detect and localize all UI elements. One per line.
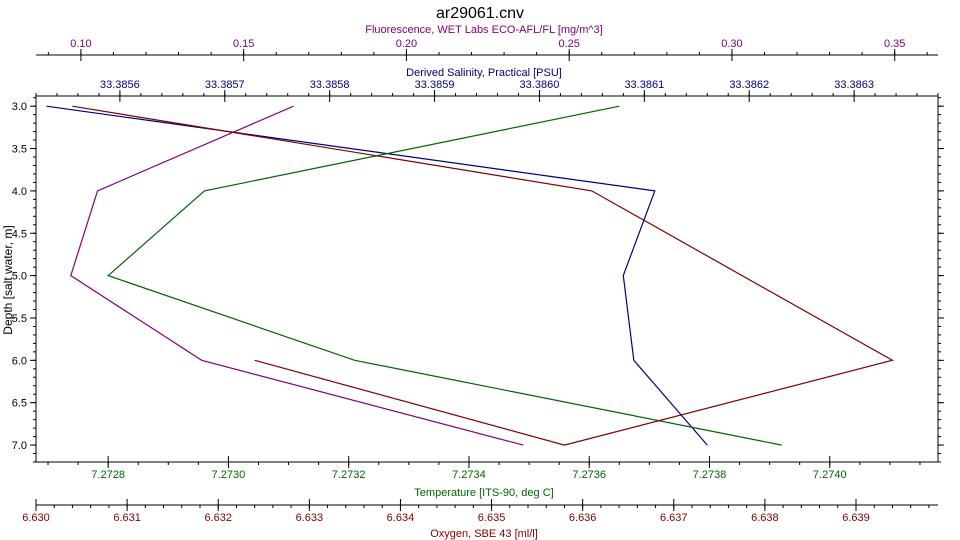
oxy-tick-label: 6.638 xyxy=(751,512,779,524)
fluor-tick-label: 0.15 xyxy=(233,38,254,50)
oxy-tick-label: 6.632 xyxy=(204,512,232,524)
fluor-tick-label: 0.20 xyxy=(396,38,417,50)
sal-tick-label: 33.3858 xyxy=(310,79,350,91)
oxy-tick-label: 6.634 xyxy=(387,512,415,524)
temp-tick-label: 7.2740 xyxy=(813,469,847,481)
sal-profile-line xyxy=(46,105,708,446)
oxy-tick-label: 6.639 xyxy=(842,512,870,524)
chart-title: ar29061.cnv xyxy=(436,5,524,22)
plot-area-frame xyxy=(35,95,939,463)
axes-layer: 0.10 0.15 0.20 0.25 0.30 0.35 33.3856 33.3857 33… xyxy=(12,38,944,524)
depth-tick-label: 3.5 xyxy=(12,144,27,156)
depth-tick-label: 5.5 xyxy=(12,313,27,325)
depth-axis-label: Depth [salt water, m] xyxy=(1,225,15,334)
fluorescence-axis-label: Fluorescence, WET Labs ECO-AFL/FL [mg/m^… xyxy=(365,24,602,36)
fluor-tick-label: 0.10 xyxy=(70,38,91,50)
depth-tick-label: 4.5 xyxy=(12,228,27,240)
fluor-tick-label: 0.25 xyxy=(558,38,579,50)
oxy-tick-label: 6.637 xyxy=(660,512,688,524)
temp-tick-label: 7.2728 xyxy=(91,469,125,481)
oxy-tick-label: 6.631 xyxy=(113,512,141,524)
temp-tick-label: 7.2736 xyxy=(572,469,606,481)
oxygen-axis-label: Oxygen, SBE 43 [ml/l] xyxy=(430,528,538,540)
oxy-profile-line xyxy=(72,105,894,446)
depth-tick-label: 3.0 xyxy=(12,101,27,113)
temperature-axis-label: Temperature [ITS-90, deg C] xyxy=(414,487,553,499)
sal-tick-label: 33.3860 xyxy=(520,79,560,91)
sal-tick-label: 33.3857 xyxy=(205,79,245,91)
depth-tick-label: 6.5 xyxy=(12,398,27,410)
fluor-profile-line xyxy=(70,105,524,446)
depth-tick-label: 6.0 xyxy=(12,355,27,367)
depth-tick-label: 7.0 xyxy=(12,440,27,452)
temp-tick-label: 7.2734 xyxy=(452,469,486,481)
sal-tick-label: 33.3862 xyxy=(729,79,769,91)
oxy-tick-label: 6.635 xyxy=(478,512,506,524)
salinity-axis-label: Derived Salinity, Practical [PSU] xyxy=(406,67,562,79)
temp-profile-line xyxy=(107,105,782,446)
fluor-tick-label: 0.30 xyxy=(721,38,742,50)
sal-tick-label: 33.3856 xyxy=(100,79,140,91)
sal-tick-label: 33.3861 xyxy=(624,79,664,91)
series-layer xyxy=(46,105,894,446)
oxy-tick-label: 6.633 xyxy=(296,512,324,524)
oxy-tick-label: 6.630 xyxy=(22,512,50,524)
sal-tick-label: 33.3859 xyxy=(415,79,455,91)
temp-tick-label: 7.2730 xyxy=(212,469,246,481)
depth-tick-label: 5.0 xyxy=(12,271,27,283)
temp-tick-label: 7.2732 xyxy=(332,469,366,481)
temp-tick-label: 7.2738 xyxy=(693,469,727,481)
oxy-tick-label: 6.636 xyxy=(569,512,597,524)
depth-tick-label: 4.0 xyxy=(12,186,27,198)
fluor-tick-label: 0.35 xyxy=(884,38,905,50)
sal-tick-label: 33.3863 xyxy=(834,79,874,91)
